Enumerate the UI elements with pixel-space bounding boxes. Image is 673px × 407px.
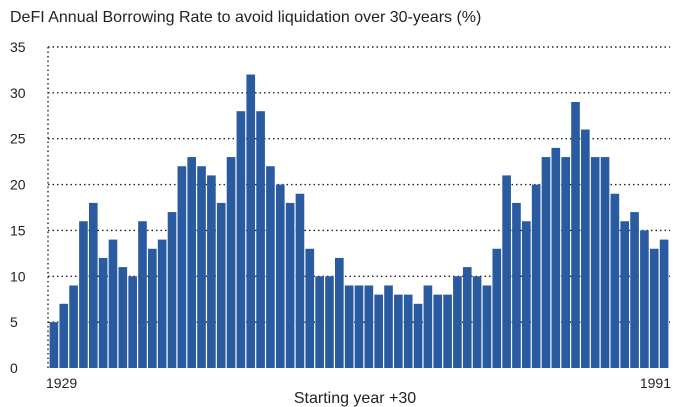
y-axis-ticks: 0 5 10 15 20 25 30 35 (10, 39, 26, 376)
bar-1949 (246, 74, 256, 368)
bar-1980 (551, 147, 561, 368)
bar-1935 (108, 239, 118, 368)
bar-1951 (266, 166, 275, 368)
bar-1970 (453, 276, 462, 368)
bar-1948 (236, 111, 246, 368)
bar-1942 (177, 166, 187, 368)
bar-1981 (561, 157, 570, 368)
bar-1937 (128, 276, 137, 368)
bar-1962 (374, 294, 383, 368)
bar-1929 (49, 322, 59, 368)
bar-1967 (423, 285, 433, 368)
bar-1963 (384, 285, 393, 368)
y-tick-label-15: 15 (10, 222, 26, 238)
bar-1977 (521, 221, 531, 368)
bar-1984 (590, 157, 600, 368)
bar-1938 (138, 221, 147, 368)
y-tick-label-20: 20 (10, 177, 26, 193)
bar-1950 (256, 111, 265, 368)
bar-1934 (98, 257, 108, 368)
bar-1959 (344, 285, 354, 368)
bar-1985 (600, 157, 610, 368)
x-tick-label-first: 1929 (46, 375, 77, 391)
bar-1939 (148, 248, 157, 368)
bar-1968 (433, 294, 443, 368)
bar-1931 (69, 285, 78, 368)
y-tick-label-0: 0 (10, 360, 18, 376)
bar-1946 (216, 202, 226, 368)
x-axis-ticks: 1929 1991 (46, 375, 671, 391)
bar-1965 (403, 294, 413, 368)
bar-1943 (187, 157, 197, 368)
bar-1972 (472, 276, 482, 368)
bar-1953 (285, 202, 295, 368)
bar-1954 (295, 193, 305, 368)
bar-1936 (118, 267, 128, 368)
bar-1989 (640, 230, 649, 368)
y-tick-label-10: 10 (10, 268, 26, 284)
chart-title: DeFI Annual Borrowing Rate to avoid liqu… (10, 9, 482, 26)
bar-1945 (207, 175, 216, 368)
x-axis-label: Starting year +30 (294, 390, 416, 407)
bar-1947 (226, 157, 236, 368)
bar-1979 (541, 157, 551, 368)
bar-1983 (581, 129, 590, 368)
bar-1975 (502, 175, 511, 368)
bar-1932 (79, 221, 88, 368)
bar-1955 (305, 248, 315, 368)
x-tick-label-last: 1991 (640, 375, 671, 391)
bar-1986 (610, 193, 620, 368)
bar-1957 (325, 276, 334, 368)
bar-1964 (394, 294, 403, 368)
y-tick-label-35: 35 (10, 39, 26, 55)
y-tick-label-25: 25 (10, 131, 26, 147)
bar-1978 (531, 184, 541, 368)
bar-1973 (482, 285, 492, 368)
bar-1987 (620, 221, 630, 368)
bar-1966 (413, 303, 423, 368)
bar-1930 (59, 303, 69, 368)
bar-1956 (315, 276, 324, 368)
bar-series (49, 74, 669, 368)
bar-1969 (443, 294, 452, 368)
y-tick-label-30: 30 (10, 85, 26, 101)
bar-1958 (335, 257, 344, 368)
bar-1933 (88, 202, 98, 368)
bar-1961 (364, 285, 374, 368)
bar-1960 (354, 285, 364, 368)
bar-1990 (649, 248, 659, 368)
bar-1988 (630, 212, 639, 368)
bar-1974 (492, 248, 502, 368)
bar-1971 (462, 267, 472, 368)
y-tick-label-5: 5 (10, 314, 18, 330)
bar-1940 (157, 239, 167, 368)
bar-1944 (197, 166, 206, 368)
bar-1991 (659, 239, 669, 368)
bar-1976 (512, 202, 521, 368)
bar-1982 (571, 102, 580, 368)
bar-1941 (167, 212, 177, 368)
bar-1952 (275, 184, 285, 368)
